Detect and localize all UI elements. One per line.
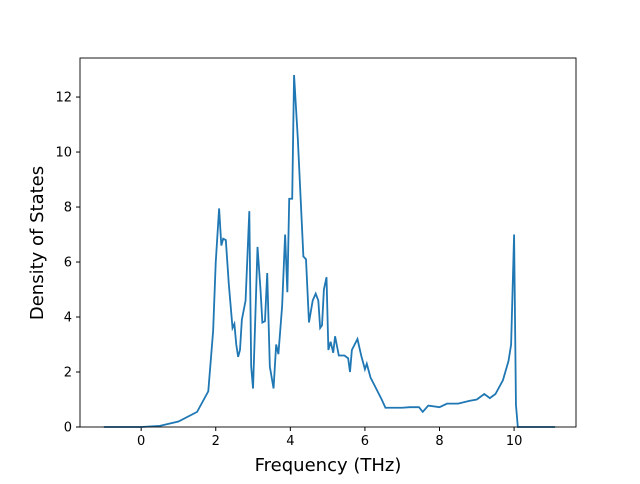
y-tick-label: 6 <box>64 256 72 271</box>
x-tick-label: 4 <box>286 434 294 449</box>
y-tick-label: 2 <box>64 366 72 381</box>
y-tick-label: 8 <box>64 201 72 216</box>
y-tick-label: 4 <box>64 311 72 326</box>
x-tick-label: 8 <box>435 434 443 449</box>
y-tick-label: 10 <box>55 146 72 161</box>
y-tick-label: 12 <box>55 91 72 106</box>
x-tick-label: 2 <box>212 434 220 449</box>
line <box>103 74 556 428</box>
x-axis-label: Frequency (THz) <box>255 455 402 476</box>
y-tick-label: 0 <box>64 421 72 436</box>
plot-frame <box>79 57 577 428</box>
x-tick-label: 10 <box>506 434 523 449</box>
x-tick-label: 0 <box>137 434 145 449</box>
x-tick-label: 6 <box>361 434 369 449</box>
y-axis-label: Density of States <box>27 166 48 320</box>
